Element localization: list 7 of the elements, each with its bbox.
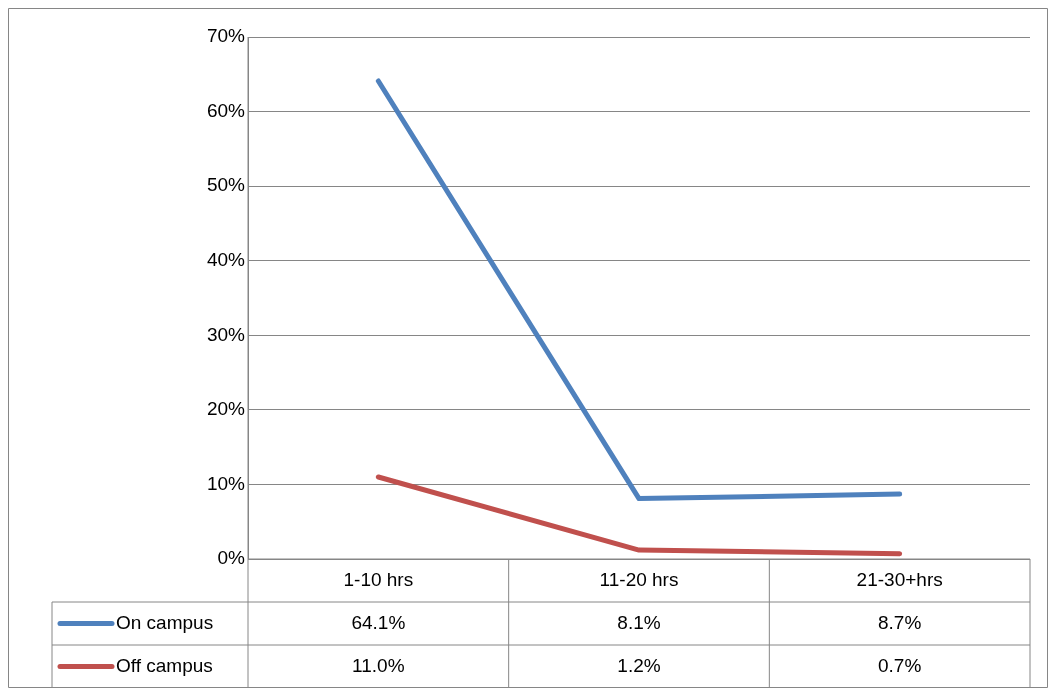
- y-tick-label: 30%: [206, 323, 246, 345]
- y-tick-label: 60%: [206, 99, 246, 121]
- y-tick-label: 20%: [206, 398, 246, 420]
- y-tick-label: 40%: [206, 248, 246, 270]
- y-tick-label: 50%: [206, 174, 246, 196]
- y-tick-label: 10%: [206, 472, 246, 494]
- y-tick-label: 70%: [206, 25, 246, 47]
